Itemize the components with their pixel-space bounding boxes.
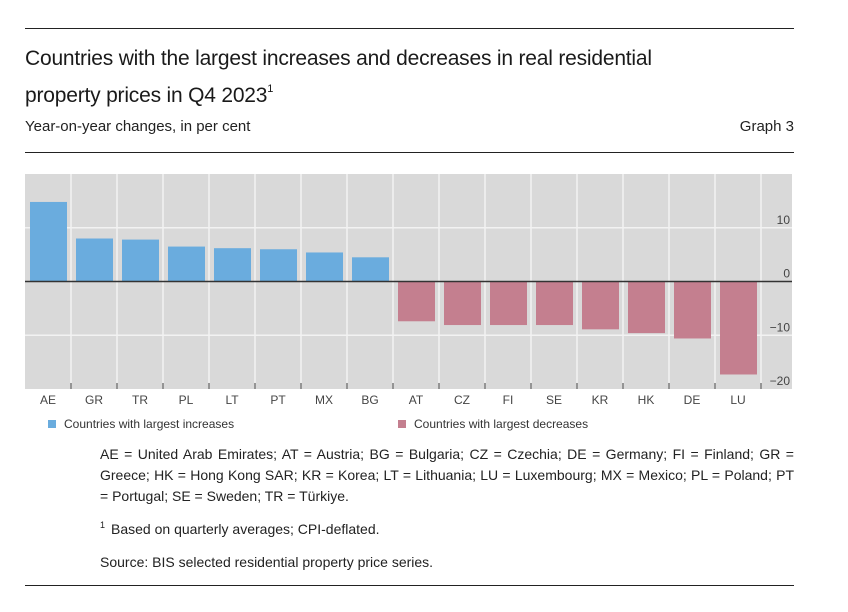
x-tick-label: BG (361, 393, 378, 407)
bar-chart: AE GR TR PL LT PT MX BG AT CZ FI SE KR HK DE LU 10 0 −10 −… (25, 174, 792, 407)
header-rule (25, 152, 794, 153)
abbreviations-note: AE = United Arab Emirates; AT = Austria;… (100, 446, 794, 504)
x-axis-labels: AE GR TR PL LT PT MX BG AT CZ FI SE KR HK DE LU (40, 393, 746, 407)
title-footnote-mark: 1 (267, 83, 274, 95)
bar-increase-ae (30, 201, 67, 282)
x-tick-label: SE (546, 393, 562, 407)
legend-swatch-decreases (398, 420, 406, 428)
bar-increase-bg (352, 257, 389, 282)
bar-decrease-lu (720, 281, 757, 375)
bars (30, 201, 757, 375)
x-tick-label: MX (315, 393, 333, 407)
x-tick-label: HK (638, 393, 655, 407)
y-tick-label: 0 (783, 267, 790, 281)
chart-subtitle: Year-on-year changes, in per cent (25, 118, 251, 135)
bar-increase-pl (168, 246, 205, 282)
y-tick-label: −10 (770, 320, 791, 334)
source-note: Source: BIS selected residential propert… (100, 554, 434, 570)
x-axis-ticks (70, 383, 762, 389)
x-tick-label: PL (179, 393, 194, 407)
graph-number: Graph 3 (739, 118, 794, 135)
y-axis-labels: 10 0 −10 −20 (770, 213, 791, 388)
x-tick-label: CZ (454, 393, 470, 407)
bar-decrease-fi (490, 281, 527, 326)
legend-label-decreases: Countries with largest decreases (414, 417, 589, 431)
x-tick-label: GR (85, 393, 103, 407)
x-tick-label: DE (684, 393, 701, 407)
bar-decrease-se (536, 281, 573, 326)
legend-label-increases: Countries with largest increases (64, 417, 235, 431)
legend-increases: Countries with largest increases (48, 417, 234, 431)
chart-title-text: Countries with the largest increases and… (25, 47, 652, 107)
bottom-rule (25, 585, 794, 586)
y-tick-label: −20 (770, 374, 791, 388)
bar-decrease-cz (444, 281, 481, 326)
bar-decrease-at (398, 281, 435, 322)
x-tick-label: AE (40, 393, 56, 407)
bar-increase-gr (76, 238, 113, 282)
x-tick-label: KR (592, 393, 609, 407)
bar-increase-pt (260, 249, 297, 282)
legend-swatch-increases (48, 420, 56, 428)
footnote-text: Based on quarterly averages; CPI-deflate… (111, 521, 380, 537)
bar-increase-mx (306, 252, 343, 282)
legend-decreases: Countries with largest decreases (398, 417, 588, 431)
footnote: 1 Based on quarterly averages; CPI-deflat… (100, 520, 380, 537)
x-tick-label: TR (132, 393, 148, 407)
footnote-mark: 1 (100, 520, 106, 530)
x-tick-label: AT (409, 393, 424, 407)
bar-decrease-de (674, 281, 711, 339)
bar-decrease-kr (582, 281, 619, 330)
bar-increase-lt (214, 248, 251, 282)
chart-title: Countries with the largest increases and… (25, 44, 725, 111)
x-tick-label: LU (730, 393, 745, 407)
bar-decrease-hk (628, 281, 665, 334)
y-tick-label: 10 (777, 213, 791, 227)
bar-increase-tr (122, 239, 159, 282)
top-rule (25, 28, 794, 29)
x-tick-label: LT (225, 393, 239, 407)
x-tick-label: PT (270, 393, 286, 407)
x-tick-label: FI (503, 393, 514, 407)
horizontal-gridlines (25, 227, 792, 336)
